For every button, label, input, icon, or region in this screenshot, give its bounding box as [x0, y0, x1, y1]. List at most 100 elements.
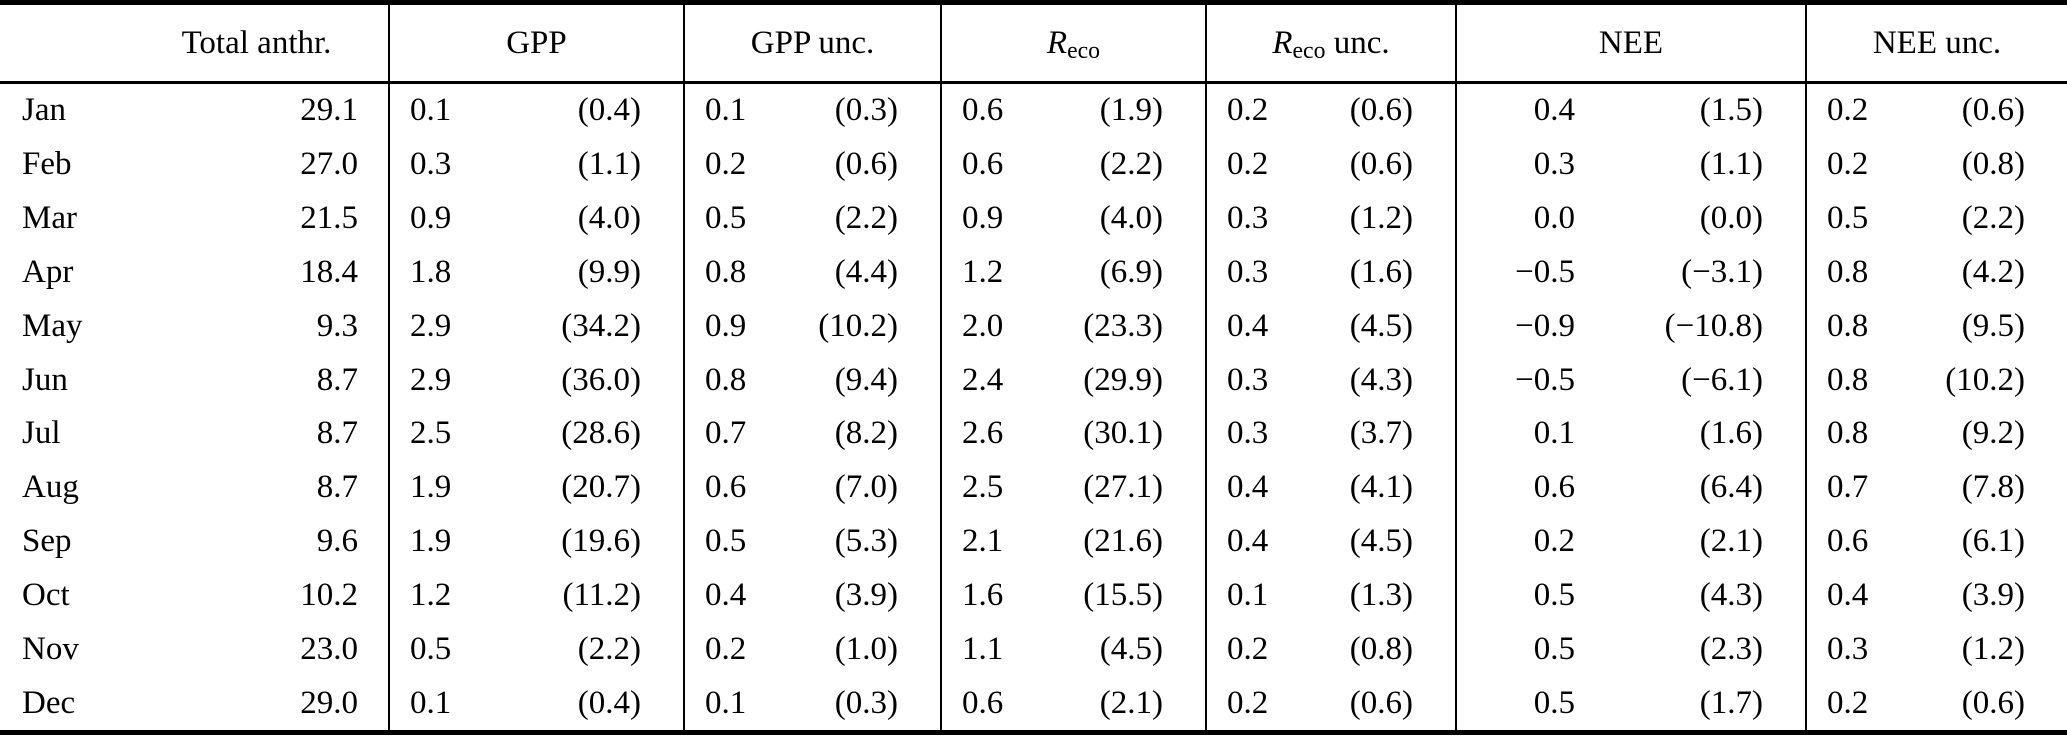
nee-percent: (1.6)	[1699, 415, 1763, 452]
reco-value: 2.5	[940, 460, 1060, 515]
gpp-unc-percent: (0.3)	[834, 92, 898, 129]
reco-unc-value: 0.3	[1205, 353, 1320, 407]
nee-unc-percent: (9.2)	[1961, 415, 2025, 452]
reco-unc-value: 0.3	[1205, 245, 1320, 300]
gpp-unc-percent: (7.0)	[834, 469, 898, 506]
total-anthr-value: 10.2	[300, 576, 358, 613]
gpp-unc-value: 0.8	[683, 353, 798, 407]
nee-value: 0.2	[1455, 514, 1620, 569]
month-cell: Jan	[22, 92, 66, 129]
nee-unc-value: 0.8	[1805, 245, 1920, 300]
table-header-row: Total anthr. GPP GPP unc. Reco Reco unc.…	[0, 5, 2067, 81]
gpp-unc-percent: (2.2)	[834, 200, 898, 237]
gpp-percent: (28.6)	[561, 415, 641, 452]
gpp-unc-percent: (1.0)	[834, 630, 898, 667]
month-cell: Feb	[22, 146, 72, 183]
col-header-gpp: GPP	[388, 5, 683, 81]
month-cell: Oct	[22, 576, 70, 613]
reco-percent: (4.0)	[1099, 200, 1163, 237]
reco-percent: (23.3)	[1083, 307, 1163, 344]
total-anthr-value: 8.7	[316, 361, 358, 398]
reco-percent: (2.1)	[1099, 684, 1163, 721]
gpp-percent: (0.4)	[577, 92, 641, 129]
nee-unc-value: 0.2	[1805, 676, 1920, 730]
reco-value: 2.4	[940, 353, 1060, 407]
table-body: Jan 29.1 0.1 (0.4) 0.1 (0.3) 0.6 (1.9) 0…	[0, 84, 2067, 730]
gpp-value: 0.9	[388, 191, 513, 246]
gpp-percent: (34.2)	[561, 307, 641, 344]
col-header-gpp-unc-label: GPP unc.	[750, 24, 875, 61]
nee-percent: (1.7)	[1699, 684, 1763, 721]
gpp-value: 1.8	[388, 245, 513, 300]
nee-value: 0.4	[1455, 84, 1620, 138]
month-cell: Aug	[22, 469, 79, 506]
reco-unc-percent: (4.5)	[1349, 307, 1413, 344]
reco-unc-value: 0.3	[1205, 406, 1320, 461]
month-cell: Sep	[22, 523, 72, 560]
nee-value: 0.5	[1455, 622, 1620, 677]
total-anthr-value: 8.7	[316, 469, 358, 506]
gpp-unc-percent: (3.9)	[834, 576, 898, 613]
gpp-percent: (4.0)	[577, 200, 641, 237]
bottom-margin	[0, 735, 2067, 739]
header-separator-rule	[0, 81, 2067, 84]
reco-percent: (1.9)	[1099, 92, 1163, 129]
reco-percent: (15.5)	[1083, 576, 1163, 613]
bottom-rule	[0, 730, 2067, 735]
nee-unc-percent: (7.8)	[1961, 469, 2025, 506]
reco-unc-value: 0.2	[1205, 84, 1320, 138]
nee-value: 0.3	[1455, 137, 1620, 192]
nee-percent: (1.5)	[1699, 92, 1763, 129]
total-anthr-value: 9.3	[316, 307, 358, 344]
reco-percent: (21.6)	[1083, 523, 1163, 560]
col-header-nee-label: NEE	[1598, 24, 1664, 61]
gpp-value: 0.1	[388, 84, 513, 138]
gpp-value: 1.2	[388, 568, 513, 623]
nee-unc-value: 0.3	[1805, 622, 1920, 677]
gpp-value: 2.9	[388, 299, 513, 354]
nee-value: 0.5	[1455, 676, 1620, 730]
reco-percent: (4.5)	[1099, 630, 1163, 667]
total-anthr-value: 29.0	[300, 684, 358, 721]
month-cell: Jun	[22, 361, 68, 398]
reco-unc-percent: (3.7)	[1349, 415, 1413, 452]
total-anthr-value: 21.5	[300, 200, 358, 237]
reco-unc-percent: (0.6)	[1349, 146, 1413, 183]
gpp-percent: (19.6)	[561, 523, 641, 560]
nee-unc-value: 0.5	[1805, 191, 1920, 246]
reco-percent: (6.9)	[1099, 253, 1163, 290]
nee-percent: (2.1)	[1699, 523, 1763, 560]
nee-unc-value: 0.6	[1805, 514, 1920, 569]
gpp-value: 2.9	[388, 353, 513, 407]
gpp-unc-percent: (10.2)	[818, 307, 898, 344]
nee-unc-percent: (0.6)	[1961, 92, 2025, 129]
gpp-unc-value: 0.2	[683, 622, 798, 677]
nee-unc-percent: (0.8)	[1961, 146, 2025, 183]
reco-value: 0.9	[940, 191, 1060, 246]
nee-unc-percent: (6.1)	[1961, 523, 2025, 560]
gpp-unc-value: 0.9	[683, 299, 798, 354]
total-anthr-value: 18.4	[300, 253, 358, 290]
col-header-month-spacer	[0, 5, 125, 81]
reco-value: 1.6	[940, 568, 1060, 623]
nee-percent: (−3.1)	[1681, 253, 1763, 290]
nee-value: −0.9	[1455, 299, 1620, 354]
month-cell: Jul	[22, 415, 61, 452]
reco-unc-value: 0.2	[1205, 676, 1320, 730]
gpp-value: 1.9	[388, 514, 513, 569]
nee-value: 0.5	[1455, 568, 1620, 623]
reco-value: 0.6	[940, 137, 1060, 192]
month-cell: Apr	[22, 253, 74, 290]
reco-value: 2.1	[940, 514, 1060, 569]
reco-value: 0.6	[940, 84, 1060, 138]
reco-unc-percent: (4.3)	[1349, 361, 1413, 398]
reco-unc-percent: (0.6)	[1349, 684, 1413, 721]
nee-value: −0.5	[1455, 245, 1620, 300]
gpp-unc-percent: (5.3)	[834, 523, 898, 560]
gpp-unc-value: 0.1	[683, 84, 798, 138]
nee-percent: (2.3)	[1699, 630, 1763, 667]
nee-percent: (4.3)	[1699, 576, 1763, 613]
total-anthr-value: 8.7	[316, 415, 358, 452]
gpp-unc-value: 0.1	[683, 676, 798, 730]
